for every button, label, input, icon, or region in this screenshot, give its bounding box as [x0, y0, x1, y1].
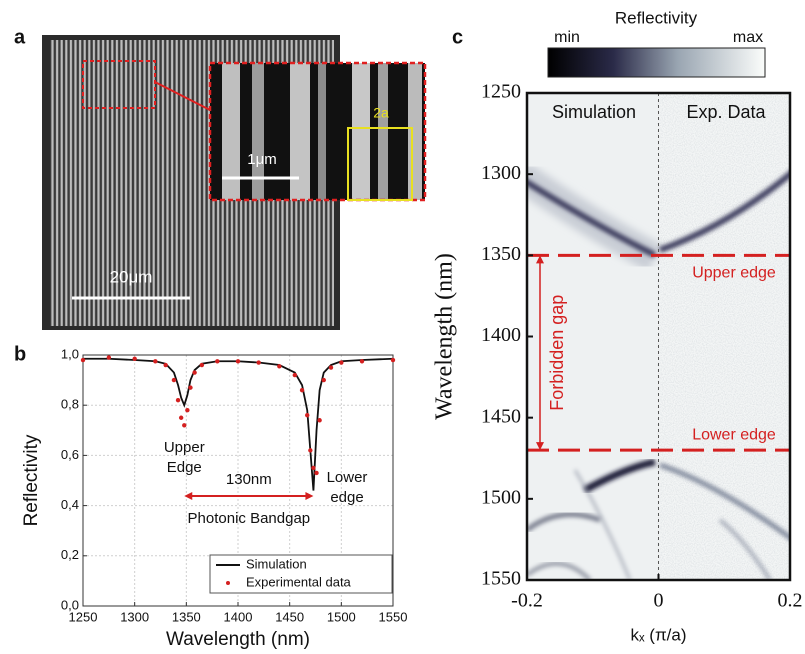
left-title: Simulation — [552, 102, 636, 122]
exp-point — [185, 408, 190, 413]
exp-point — [328, 365, 334, 370]
x-tick-label: 1350 — [172, 609, 201, 624]
exp-point — [163, 362, 168, 368]
zoom-region — [82, 60, 156, 109]
panel-label: a — [14, 26, 26, 48]
period-box — [347, 127, 413, 201]
exp-point — [106, 355, 112, 360]
x-tick-label: 1450 — [275, 609, 304, 624]
exp-point — [175, 397, 181, 403]
annotation: Upper — [164, 439, 205, 456]
colorbar-min: min — [554, 29, 580, 46]
exp-point — [308, 448, 313, 453]
exp-point — [215, 359, 220, 364]
exp-point — [256, 360, 261, 365]
y-tick-label: 0,4 — [61, 497, 79, 512]
y-tick-label: 1400 — [481, 324, 521, 346]
y-axis-title: Wavelength (nm) — [432, 253, 458, 420]
exp-point — [317, 418, 322, 423]
y-tick-label: 1300 — [481, 162, 521, 184]
y-axis-title: Reflectivity — [21, 434, 42, 526]
y-tick-label: 1250 — [481, 81, 521, 103]
colorbar-title: Reflectivity — [615, 8, 698, 27]
scale-label: 20μm — [110, 267, 153, 286]
exp-point — [390, 357, 396, 363]
exp-point — [321, 377, 326, 383]
plot-frame — [82, 354, 394, 607]
right-title: Exp. Data — [686, 102, 766, 122]
y-tick-label: 1550 — [481, 568, 521, 590]
panel-label: c — [452, 26, 463, 48]
annotation: Lower — [327, 469, 368, 486]
exp-point — [188, 385, 193, 390]
inset: 2a 1μm — [208, 61, 427, 202]
inset-scale-label: 1μm — [247, 151, 276, 168]
x-tick-label: 1300 — [120, 609, 149, 624]
y-tick-label: 1450 — [481, 405, 521, 427]
x-tick-label: 1400 — [224, 609, 253, 624]
exp-point — [132, 356, 137, 361]
x-tick-label: -0.2 — [511, 590, 543, 612]
x-axis-title: kₓ (π/a) — [630, 625, 686, 644]
x-tick-label: 0.2 — [778, 590, 803, 612]
exp-point — [80, 357, 86, 363]
y-tick-label: 0,8 — [61, 397, 79, 412]
x-tick-label: 1250 — [69, 609, 98, 624]
exp-point — [192, 370, 197, 375]
zoom-connector — [154, 81, 211, 111]
exp-point — [339, 360, 344, 365]
exp-point — [314, 470, 319, 476]
exp-point — [199, 362, 205, 368]
exp-point — [292, 372, 298, 378]
gap-label: Forbidden gap — [547, 295, 567, 411]
annotation: edge — [330, 489, 363, 506]
edge-label: Lower edge — [692, 426, 776, 443]
legend-swatch — [226, 581, 230, 585]
colorbar-max: max — [733, 29, 763, 46]
colorbar — [547, 47, 766, 78]
y-tick-label: 1,0 — [61, 346, 79, 361]
exp-point — [299, 387, 305, 393]
panel-label: b — [14, 343, 26, 365]
exp-point — [182, 423, 187, 428]
x-tick-label: 1500 — [327, 609, 356, 624]
bandgap-label: 130nm — [226, 471, 272, 488]
exp-point — [311, 465, 316, 471]
legend-box — [209, 554, 393, 594]
bandgap-caption: Photonic Bandgap — [188, 510, 311, 527]
y-tick-label: 1500 — [481, 486, 521, 508]
y-tick-label: 0,0 — [61, 597, 79, 612]
y-tick-label: 0,6 — [61, 447, 79, 462]
exp-point — [153, 359, 158, 364]
exp-point — [178, 415, 184, 420]
exp-point — [359, 359, 365, 364]
x-tick-label: 1550 — [379, 609, 408, 624]
period-label: 2a — [373, 105, 389, 121]
edge-label: Upper edge — [692, 265, 776, 282]
y-tick-label: 1350 — [481, 243, 521, 265]
annotation: Edge — [167, 459, 202, 476]
exp-point — [277, 364, 282, 369]
heatmap-image — [527, 93, 790, 580]
exp-point — [171, 377, 177, 383]
x-axis-title: Wavelength (nm) — [166, 629, 310, 650]
y-tick-label: 0,2 — [61, 547, 79, 562]
exp-point — [235, 359, 241, 364]
legend-label: Experimental data — [246, 574, 352, 589]
exp-point — [305, 413, 310, 418]
legend-label: Simulation — [246, 556, 307, 571]
x-tick-label: 0 — [654, 590, 664, 612]
panel-a: a 2a 1μm 20μm — [14, 26, 427, 330]
